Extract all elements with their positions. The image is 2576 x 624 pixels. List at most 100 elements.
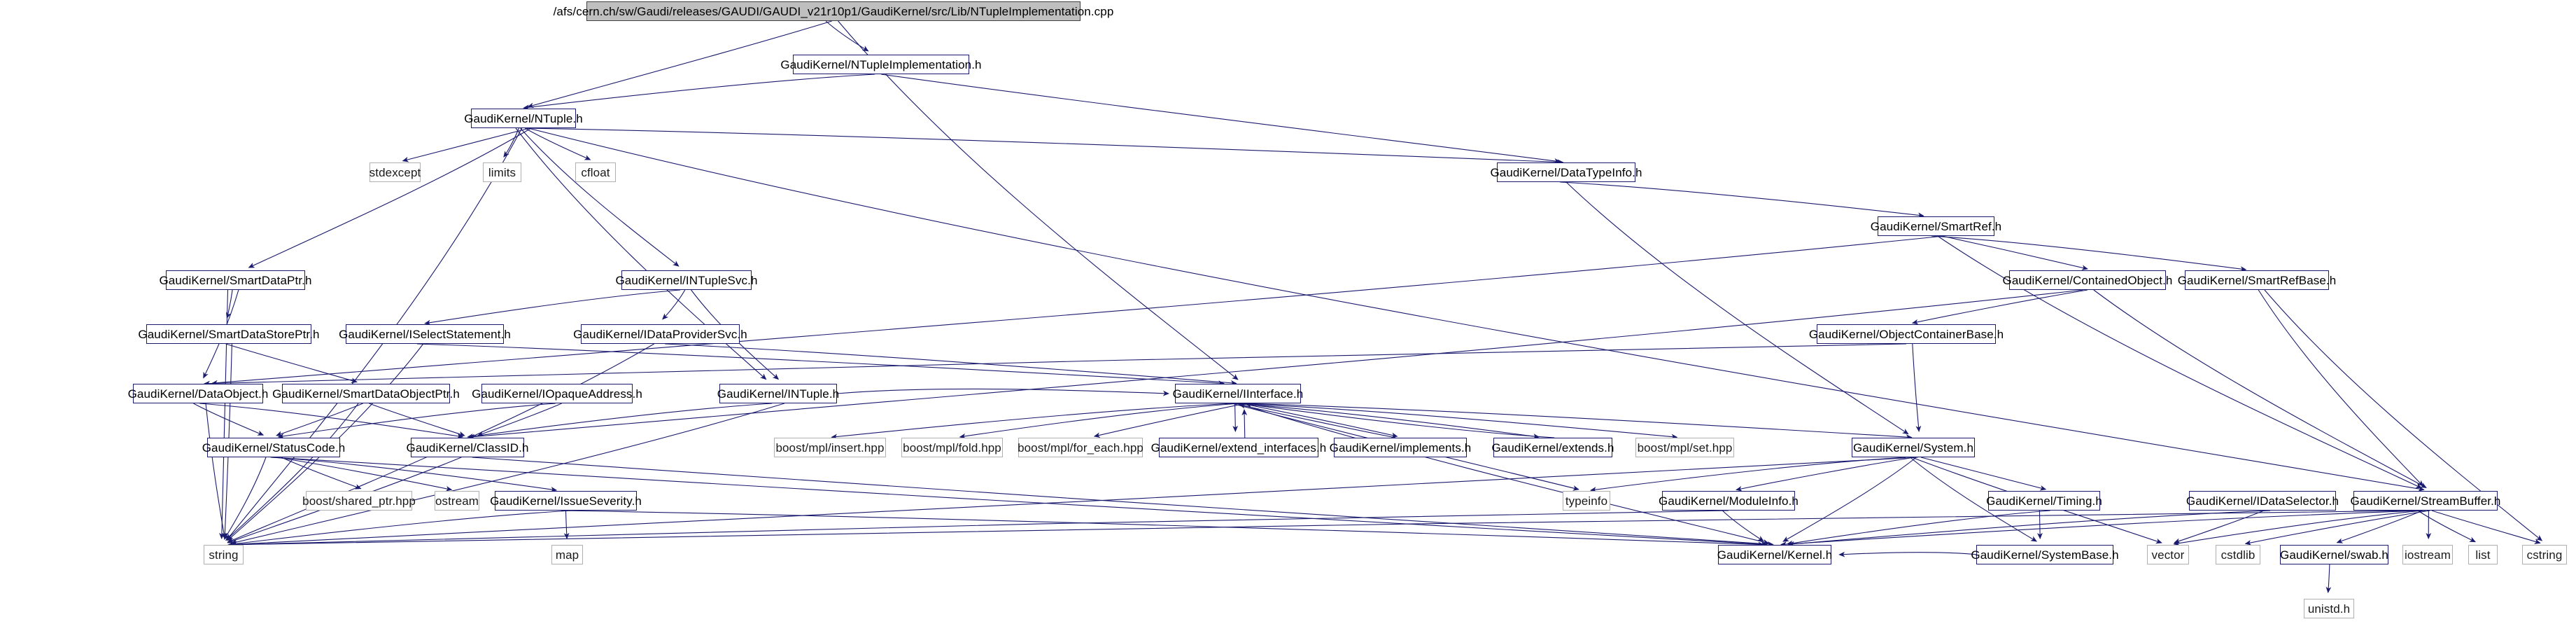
graph-node-label: cstdlib — [2220, 548, 2255, 562]
graph-edge — [2431, 510, 2541, 544]
graph-node-iinterface-h[interactable]: GaudiKernel/IInterface.h — [1173, 384, 1303, 403]
graph-node-system-h[interactable]: GaudiKernel/System.h — [1852, 438, 1975, 457]
graph-node-intuple-h[interactable]: GaudiKernel/INTuple.h — [717, 384, 839, 403]
graph-node-label: GaudiKernel/ContainedObject.h — [2002, 273, 2173, 287]
graph-edge — [203, 343, 1907, 387]
graph-node-ntupleimpl-h[interactable]: GaudiKernel/NTupleImplementation.h — [780, 55, 982, 74]
graph-node-classid-h[interactable]: GaudiKernel/ClassID.h — [407, 438, 528, 457]
graph-node-containedobject-h[interactable]: GaudiKernel/ContainedObject.h — [2003, 270, 2172, 290]
graph-edge — [503, 127, 519, 158]
graph-node-typeinfo[interactable]: typeinfo — [1563, 491, 1610, 511]
graph-node-smartrefbase-h[interactable]: GaudiKernel/SmartRefBase.h — [2178, 270, 2336, 290]
graph-edge — [1920, 457, 2047, 491]
graph-edge — [520, 127, 680, 267]
graph-edge — [369, 403, 465, 437]
graph-node-label: GaudiKernel/extends.h — [1491, 441, 1614, 455]
graph-node-mpl-insert[interactable]: boost/mpl/insert.hpp — [774, 438, 886, 457]
graph-edge — [1093, 403, 1246, 438]
graph-node-label: vector — [2151, 548, 2185, 562]
graph-node-label: cfloat — [581, 165, 610, 179]
graph-node-smartdatastoreptr-h[interactable]: GaudiKernel/SmartDataStorePtr.h — [138, 324, 319, 344]
graph-node-label: GaudiKernel/SmartDataObjectPtr.h — [272, 387, 460, 401]
graph-node-dataobject-h[interactable]: GaudiKernel/DataObject.h — [128, 384, 268, 403]
graph-node-label: boost/mpl/insert.hpp — [775, 441, 885, 455]
graph-edge — [1931, 235, 2247, 272]
graph-edge — [230, 403, 784, 545]
graph-edge — [1565, 181, 1909, 435]
graph-node-intuplesvc-h[interactable]: GaudiKernel/INTupleSvc.h — [615, 270, 757, 290]
graph-node-cstdlib[interactable]: cstdlib — [2216, 545, 2260, 564]
graph-node-streambuffer-h[interactable]: GaudiKernel/StreamBuffer.h — [2351, 491, 2500, 511]
graph-edge — [424, 289, 681, 326]
graph-node-label: GaudiKernel/IInterface.h — [1172, 387, 1304, 401]
graph-node-label: GaudiKernel/SmartDataPtr.h — [159, 273, 312, 287]
graph-node-implements-h[interactable]: GaudiKernel/implements.h — [1330, 438, 1471, 457]
graph-edge — [2258, 289, 2424, 487]
graph-node-issueseverity-h[interactable]: GaudiKernel/IssueSeverity.h — [490, 491, 642, 511]
graph-node-vector[interactable]: vector — [2147, 545, 2189, 564]
graph-node-objectcontainerbase-h[interactable]: GaudiKernel/ObjectContainerBase.h — [1809, 324, 2004, 344]
graph-node-label: GaudiKernel/StreamBuffer.h — [2350, 494, 2501, 508]
graph-edge — [2173, 510, 2424, 546]
graph-edge — [199, 403, 464, 439]
graph-edge — [524, 127, 591, 160]
graph-node-iostream[interactable]: iostream — [2402, 545, 2453, 564]
graph-node-label: GaudiKernel/IDataProviderSvc.h — [573, 327, 747, 341]
graph-edge — [1241, 403, 1398, 438]
graph-node-root[interactable]: /afs/cern.ch/sw/Gaudi/releases/GAUDI/GAU… — [554, 1, 1113, 21]
graph-edge — [831, 403, 1234, 440]
graph-node-string[interactable]: string — [204, 545, 244, 564]
graph-edge — [2325, 564, 2332, 594]
graph-node-smartdataobjectptr-h[interactable]: GaudiKernel/SmartDataObjectPtr.h — [272, 384, 460, 403]
graph-edge — [1241, 408, 1248, 438]
graph-edge — [276, 457, 453, 492]
graph-node-timing-h[interactable]: GaudiKernel/Timing.h — [1986, 491, 2102, 511]
graph-node-stdexcept[interactable]: stdexcept — [369, 162, 421, 182]
graph-node-label: GaudiKernel/swab.h — [2280, 548, 2388, 562]
graph-node-iselectstatement-h[interactable]: GaudiKernel/ISelectStatement.h — [339, 324, 511, 344]
graph-node-limits[interactable]: limits — [483, 162, 521, 182]
graph-node-moduleinfo-h[interactable]: GaudiKernel/ModuleInfo.h — [1659, 491, 1799, 511]
graph-edge — [205, 403, 227, 540]
graph-edge — [662, 289, 686, 320]
graph-node-idataprovidersvc-h[interactable]: GaudiKernel/IDataProviderSvc.h — [573, 324, 747, 344]
graph-node-smartdataptr-h[interactable]: GaudiKernel/SmartDataPtr.h — [159, 270, 311, 290]
graph-node-label: limits — [488, 165, 516, 179]
graph-edge — [211, 235, 1944, 386]
graph-node-kernel-h[interactable]: GaudiKernel/Kernel.h — [1717, 545, 1832, 564]
graph-node-swab-h[interactable]: GaudiKernel/swab.h — [2280, 545, 2388, 564]
graph-node-map[interactable]: map — [551, 545, 583, 564]
graph-node-label: GaudiKernel/ClassID.h — [406, 441, 529, 455]
graph-node-label: boost/mpl/for_each.hpp — [1018, 441, 1143, 455]
graph-node-mpl-set[interactable]: boost/mpl/set.hpp — [1635, 438, 1734, 457]
graph-node-mpl-foreach[interactable]: boost/mpl/for_each.hpp — [1018, 438, 1143, 457]
graph-node-smartref-h[interactable]: GaudiKernel/SmartRef.h — [1871, 216, 2001, 236]
graph-node-extend-interfaces-h[interactable]: GaudiKernel/extend_interfaces.h — [1151, 438, 1326, 457]
graph-node-ostream[interactable]: ostream — [435, 491, 479, 511]
graph-node-cfloat[interactable]: cfloat — [575, 162, 616, 182]
graph-node-label: GaudiKernel/NTupleImplementation.h — [780, 57, 982, 71]
graph-node-datatypeinfo-h[interactable]: GaudiKernel/DataTypeInfo.h — [1490, 162, 1642, 182]
graph-node-idataselector-h[interactable]: GaudiKernel/IDataSelector.h — [2186, 491, 2339, 511]
graph-edge — [229, 510, 1729, 548]
graph-node-systembase-h[interactable]: GaudiKernel/SystemBase.h — [1971, 545, 2119, 564]
graph-node-cstring[interactable]: cstring — [2522, 545, 2567, 564]
graph-node-boost-shared-ptr[interactable]: boost/shared_ptr.hpp — [302, 491, 416, 511]
graph-node-unistd-h[interactable]: unistd.h — [2304, 599, 2354, 618]
graph-node-iopaqueaddress-h[interactable]: GaudiKernel/IOpaqueAddress.h — [472, 384, 642, 403]
graph-node-label: ostream — [435, 494, 479, 508]
graph-node-label: GaudiKernel/implements.h — [1329, 441, 1472, 455]
graph-edge — [561, 510, 1765, 548]
graph-node-label: GaudiKernel/DataTypeInfo.h — [1490, 165, 1642, 179]
graph-edge — [1736, 457, 1915, 492]
graph-node-list[interactable]: list — [2468, 545, 2498, 564]
graph-node-statuscode-h[interactable]: GaudiKernel/StatusCode.h — [202, 438, 345, 457]
graph-edge — [227, 510, 2420, 548]
graph-edge — [959, 403, 1240, 439]
graph-node-extends-h[interactable]: GaudiKernel/extends.h — [1491, 438, 1614, 457]
graph-node-ntuple-h[interactable]: GaudiKernel/NTuple.h — [464, 109, 583, 128]
graph-node-mpl-fold[interactable]: boost/mpl/fold.hpp — [901, 438, 1003, 457]
graph-edge — [225, 403, 359, 541]
